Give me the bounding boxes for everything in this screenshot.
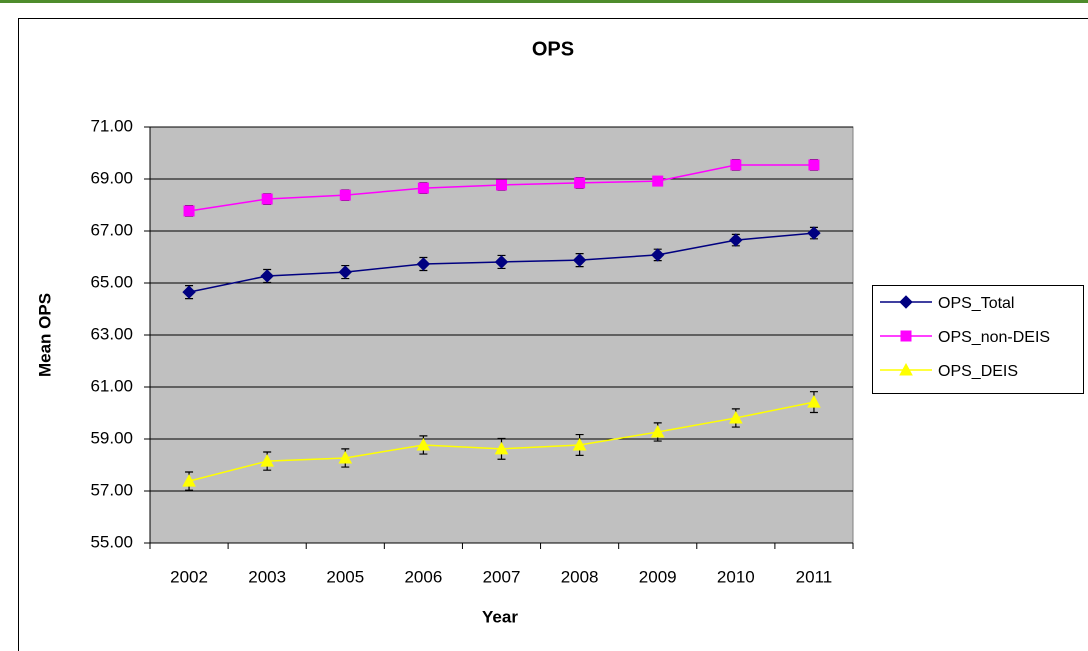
data-point [494, 255, 509, 269]
top-border [0, 0, 1088, 3]
data-point [730, 159, 742, 171]
y-tick-label: 67.00 [90, 220, 133, 239]
data-point [496, 179, 507, 191]
x-tick-label: 2009 [639, 567, 677, 586]
data-point [260, 454, 275, 467]
data-point [338, 265, 352, 279]
data-point [182, 285, 196, 299]
y-tick-label: 63.00 [90, 324, 133, 343]
x-tick-label: 2006 [404, 567, 442, 586]
x-tick-label: 2003 [248, 567, 286, 586]
legend-label: OPS_Total [938, 295, 1014, 312]
data-point [260, 269, 274, 283]
legend-label: OPS_non-DEIS [938, 329, 1050, 346]
legend-marker [900, 330, 912, 342]
data-point [652, 175, 664, 187]
data-point [416, 257, 431, 271]
y-tick-label: 59.00 [90, 428, 133, 447]
x-tick-label: 2011 [796, 567, 833, 586]
x-tick-label: 2002 [170, 567, 208, 586]
data-point [807, 226, 821, 240]
x-tick-label: 2008 [561, 567, 599, 586]
data-point [574, 177, 586, 189]
data-point [183, 205, 195, 217]
data-point [572, 437, 587, 451]
data-point [807, 395, 821, 408]
chart-title: OPS [532, 38, 574, 60]
data-point [261, 193, 273, 205]
data-point [650, 424, 665, 438]
data-point [494, 441, 509, 455]
data-point [416, 437, 431, 451]
x-tick-label: 2010 [717, 567, 755, 586]
data-point [651, 248, 665, 262]
x-axis-title: Year [482, 607, 518, 626]
data-point [729, 233, 743, 247]
data-point [572, 253, 587, 267]
y-tick-label: 65.00 [90, 272, 133, 291]
x-tick-label: 2007 [483, 567, 521, 586]
y-tick-label: 55.00 [90, 532, 133, 551]
data-point [338, 450, 353, 464]
legend-label: OPS_DEIS [938, 363, 1018, 380]
x-tick-label: 2005 [326, 567, 364, 586]
legend-marker [899, 362, 913, 376]
y-tick-label: 57.00 [90, 480, 133, 499]
y-tick-label: 71.00 [90, 116, 133, 135]
y-axis-title: Mean OPS [35, 293, 54, 377]
data-point [339, 189, 351, 201]
legend-marker [899, 295, 913, 309]
data-point [728, 410, 743, 424]
data-point [808, 159, 820, 171]
y-tick-label: 61.00 [90, 376, 133, 395]
data-point [417, 182, 429, 194]
y-tick-label: 69.00 [90, 168, 133, 187]
data-point [182, 474, 196, 487]
